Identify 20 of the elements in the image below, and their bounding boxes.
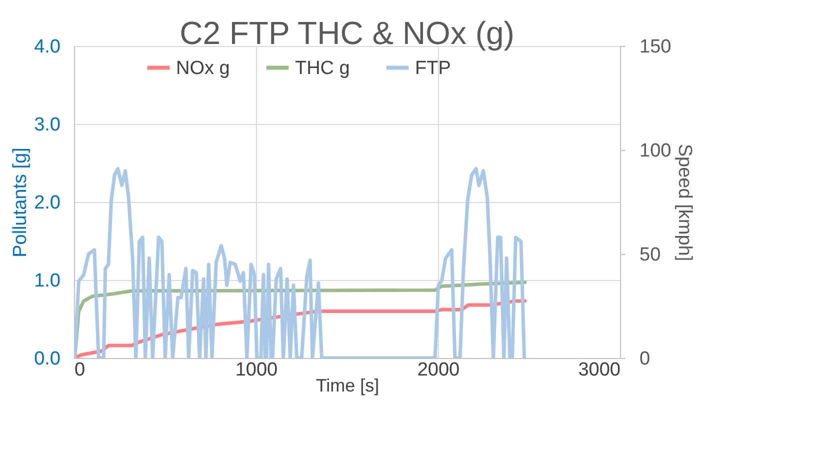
- y-tick-label: 3.0: [34, 114, 60, 136]
- y-tick-label: 0.0: [34, 348, 60, 370]
- y2-tick-label: 100: [640, 140, 672, 162]
- legend-label: THC g: [294, 58, 350, 79]
- x-tick-label: 1000: [235, 360, 278, 380]
- y-tick-label: 4.0: [34, 36, 60, 58]
- x-tick-label: 2000: [417, 360, 460, 380]
- y2-axis-title: Speed [kmph]: [674, 144, 696, 262]
- chart-title: C2 FTP THC & NOx (g): [180, 15, 514, 51]
- y-axis-title: Pollutants [g]: [10, 148, 32, 258]
- y-tick-label: 1.0: [34, 270, 60, 292]
- y2-tick-label: 150: [640, 36, 672, 58]
- x-tick-label: 0: [74, 360, 86, 380]
- legend-label: FTP: [414, 58, 451, 79]
- x-axis-title: Time [s]: [316, 376, 380, 396]
- legend-label: NOx g: [176, 58, 230, 79]
- y-tick-label: 2.0: [34, 192, 60, 214]
- y2-tick-label: 50: [640, 244, 661, 266]
- line-series: [74, 166, 526, 358]
- x-tick-label: 3000: [578, 360, 620, 380]
